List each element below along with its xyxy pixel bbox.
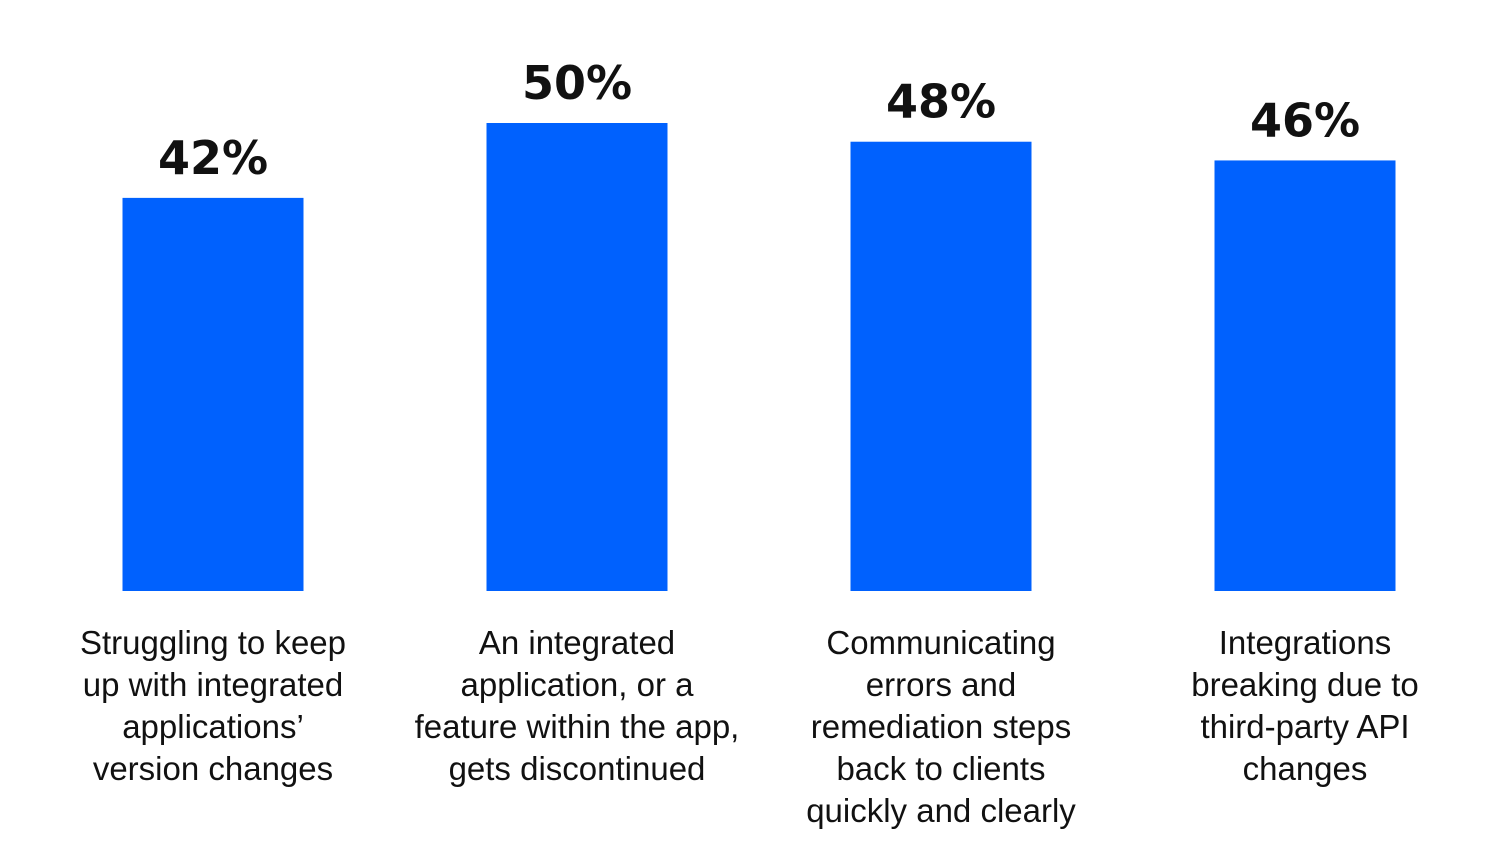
category-label-2-line-1: An integrated (479, 624, 675, 661)
category-labels-group: Struggling to keep up with integrated appl… (80, 624, 1419, 829)
category-label-1-line-2: up with integrated (83, 666, 344, 703)
category-label-1-line-4: version changes (93, 750, 333, 787)
bar-1 (122, 197, 304, 591)
category-label-3-line-1: Communicating (826, 624, 1055, 661)
category-label-3-line-3: remediation steps (811, 708, 1071, 745)
category-label-2-line-3: feature within the app, (415, 708, 740, 745)
category-label-3-line-2: errors and (866, 666, 1016, 703)
bar-4 (1214, 160, 1396, 591)
value-label-3: 48% (886, 75, 996, 129)
category-label-4: Integrations breaking due to third-party A… (1191, 624, 1419, 787)
category-label-1: Struggling to keep up with integrated appl… (80, 624, 346, 787)
value-label-4: 46% (1250, 93, 1360, 147)
category-label-4-line-1: Integrations (1219, 624, 1391, 661)
category-label-2-line-4: gets discontinued (449, 750, 706, 787)
category-label-3-line-5: quickly and clearly (806, 792, 1076, 829)
bar-3 (850, 141, 1032, 591)
bars-group (122, 123, 1396, 591)
category-label-4-line-2: breaking due to (1191, 666, 1419, 703)
category-label-3-line-4: back to clients (836, 750, 1045, 787)
value-label-1: 42% (158, 131, 268, 185)
bar-2 (486, 123, 668, 591)
category-label-2-line-2: application, or a (461, 666, 695, 703)
value-label-2: 50% (522, 56, 632, 110)
value-labels-group: 42% 50% 48% 46% (158, 56, 1360, 185)
category-label-1-line-1: Struggling to keep (80, 624, 346, 661)
category-label-2: An integrated application, or a feature wi… (415, 624, 740, 787)
category-label-1-line-3: applications’ (122, 708, 304, 745)
category-label-4-line-3: third-party API (1200, 708, 1409, 745)
category-label-4-line-4: changes (1243, 750, 1368, 787)
category-label-3: Communicating errors and remediation steps… (806, 624, 1076, 829)
